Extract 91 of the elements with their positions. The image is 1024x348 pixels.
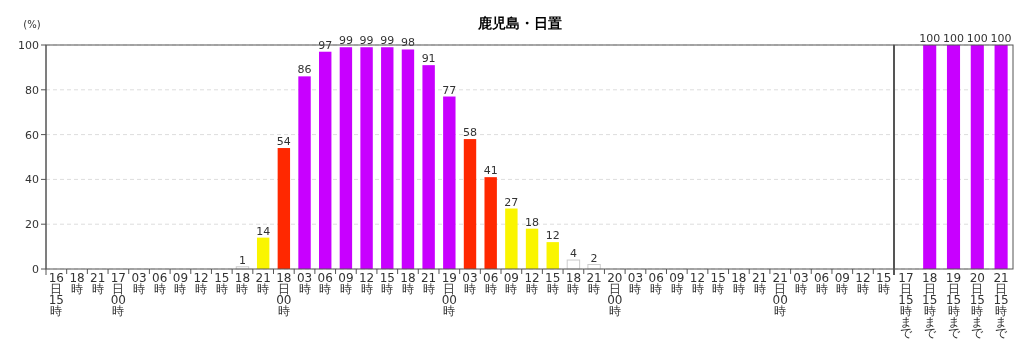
data-label: 99	[359, 34, 374, 48]
y-tick-label: 80	[25, 83, 39, 97]
x-tick-label: 15時	[379, 271, 395, 296]
x-tick-label: 06時	[317, 271, 333, 296]
data-label: 100	[943, 32, 964, 45]
x-tick-label: 21時	[90, 271, 106, 296]
bar	[319, 51, 332, 269]
data-label: 91	[421, 52, 436, 66]
data-label: 86	[297, 63, 312, 77]
bar	[381, 47, 394, 269]
x-tick-label: 09時	[172, 271, 189, 296]
x-tick-label: 21時	[255, 271, 271, 296]
x-tick-label: 09時	[338, 271, 354, 296]
x-tick-label: 06時	[648, 271, 664, 296]
data-label: 99	[338, 34, 353, 48]
bar	[277, 148, 291, 269]
x-tick-label: 15時	[876, 271, 892, 296]
y-tick-label: 100	[18, 39, 39, 52]
x-tick-label: 12時	[689, 271, 706, 296]
x-tick-label: 17日00時	[110, 271, 127, 318]
x-tick-label: 21時	[751, 271, 768, 296]
x-tick-label: 12時	[358, 271, 375, 296]
bar	[525, 228, 539, 269]
data-label: 99	[380, 34, 395, 48]
x-tick-label: 18時	[69, 271, 85, 296]
chart-title: 鹿児島・日置	[477, 15, 562, 31]
data-label: 97	[318, 38, 333, 52]
data-label: 27	[504, 195, 519, 209]
x-tick-label: 18時	[400, 271, 416, 296]
data-label: 41	[483, 164, 498, 178]
x-tick-label: 21時	[420, 271, 437, 296]
bar	[443, 96, 456, 269]
x-tick-label: 06時	[152, 271, 168, 296]
x-tick-label: 18日00時	[276, 271, 292, 318]
data-label: 2	[590, 251, 598, 265]
data-label: 18	[525, 215, 540, 229]
x-tick-label: 03時	[793, 271, 809, 296]
x-tick-label: 20日00時	[607, 271, 623, 318]
data-label: 14	[256, 224, 271, 238]
bar	[401, 49, 415, 269]
bar	[256, 237, 270, 269]
data-label: 1	[238, 253, 246, 267]
x-tick-label: 18時	[234, 271, 251, 296]
x-tick-label: 03時	[131, 271, 147, 296]
x-tick-label: 19日00時	[441, 271, 457, 318]
x-tick-label: 16日15時	[48, 271, 64, 318]
x-tick-label: 18時	[565, 271, 582, 296]
x-tick-label: 21日00時	[772, 271, 788, 318]
x-tick-label: 15時	[710, 271, 726, 296]
x-tick-label: 18日15時まで	[922, 271, 938, 340]
y-tick-label: 60	[25, 128, 39, 142]
x-tick-label: 03時	[627, 271, 644, 296]
x-tick-label: 19日15時まで	[945, 271, 962, 340]
data-label: 4	[569, 247, 577, 261]
x-tick-label: 09時	[503, 271, 520, 296]
data-label: 54	[276, 135, 291, 149]
x-tick-label: 15時	[214, 271, 230, 296]
bar	[339, 47, 353, 269]
bar	[546, 242, 559, 269]
x-tick-label: 20日15時まで	[969, 271, 985, 340]
data-label: 100	[966, 32, 988, 45]
x-tick-label: 12時	[524, 271, 540, 296]
x-tick-label: 09時	[669, 271, 685, 296]
x-tick-label: 21日15時まで	[993, 271, 1009, 340]
x-tick-label: 06時	[483, 271, 499, 296]
data-label: 98	[400, 36, 415, 50]
bar	[463, 139, 477, 269]
bar	[484, 177, 497, 269]
data-label: 100	[990, 32, 1012, 45]
data-label: 77	[442, 83, 457, 97]
y-tick-label: 0	[32, 263, 39, 276]
x-tick-label: 12時	[855, 271, 871, 296]
x-tick-label: 18時	[731, 271, 747, 296]
x-tick-label: 12時	[193, 271, 209, 296]
x-tick-label: 03時	[462, 271, 478, 296]
y-tick-label: 40	[25, 173, 39, 187]
x-tick-label: 17日15時まで	[898, 271, 914, 340]
bar	[298, 76, 311, 269]
x-tick-label: 03時	[296, 271, 313, 296]
bar	[505, 208, 518, 269]
x-tick-label: 15時	[545, 271, 561, 296]
x-tick-label: 21時	[586, 271, 602, 296]
data-label: 100	[919, 32, 941, 45]
bar	[422, 65, 435, 269]
y-tick-label: 20	[25, 218, 39, 232]
data-label: 12	[545, 229, 560, 243]
x-tick-label: 09時	[834, 271, 850, 296]
bar	[360, 47, 373, 269]
y-axis-title: (%)	[23, 19, 41, 30]
data-label: 58	[463, 126, 477, 140]
x-tick-label: 06時	[813, 271, 830, 296]
